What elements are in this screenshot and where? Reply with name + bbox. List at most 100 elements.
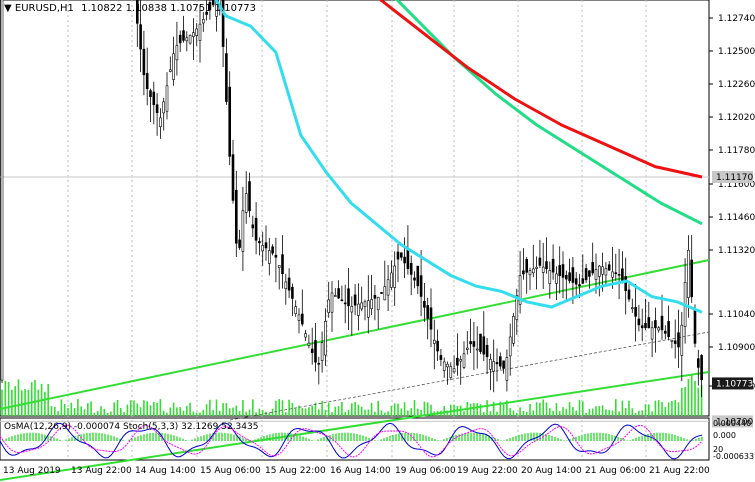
candle-body	[644, 323, 647, 329]
candle-body	[436, 340, 439, 352]
candle-body	[225, 53, 228, 102]
candle-body	[439, 355, 443, 360]
candlesticks	[0, 0, 703, 398]
candle-body	[690, 259, 694, 298]
candle-body	[485, 344, 489, 358]
price-tick-label: 1.11460	[718, 213, 755, 223]
candle-body	[571, 267, 575, 283]
candle-body	[310, 348, 314, 353]
candle-body	[650, 327, 654, 340]
candle-body	[693, 309, 697, 344]
candle-body	[294, 306, 298, 314]
candle-body	[376, 296, 380, 311]
candle-body	[617, 274, 621, 276]
time-label: 19 Aug 06:00	[395, 466, 456, 476]
candle-body	[597, 265, 601, 277]
candle-body	[353, 294, 357, 306]
candle-body	[178, 34, 182, 44]
candle-body	[561, 264, 565, 278]
candle-body	[248, 181, 251, 212]
candle-body	[416, 265, 420, 287]
candle-body	[238, 239, 241, 248]
price-tick-label: 1.12260	[718, 80, 755, 90]
candle-body	[465, 347, 469, 350]
candle-body	[548, 270, 552, 284]
price-tick-label: 1.11320	[718, 246, 755, 256]
candle-body	[403, 256, 406, 264]
candle-body	[591, 262, 595, 274]
candle-body	[386, 279, 390, 296]
candle-body	[637, 318, 641, 326]
price-tick-label: 1.11600	[718, 180, 755, 190]
price-tick-label: 1.11040	[718, 310, 755, 320]
candle-body	[578, 284, 581, 287]
candle-body	[568, 272, 571, 282]
candle-body	[320, 342, 324, 361]
candle-body	[175, 45, 179, 61]
moving-averages	[214, 0, 703, 314]
candle-body	[667, 321, 670, 338]
candle-body	[340, 299, 344, 302]
candle-body	[426, 305, 430, 319]
candle-body	[700, 355, 703, 381]
price-tick-label: 1.10900	[718, 343, 755, 353]
candle-body	[677, 332, 680, 348]
volume-bars	[1, 375, 703, 416]
candle-body	[330, 292, 334, 313]
candle-body	[584, 268, 588, 281]
candle-body	[274, 254, 278, 258]
candle-body	[489, 358, 492, 370]
candle-body	[525, 258, 529, 273]
candle-body	[202, 19, 205, 24]
candle-body	[670, 339, 674, 342]
price-axis: 1.12740 1.12500 1.12260 1.12020 1.11780 1.116…	[709, 14, 755, 428]
candle-body	[545, 261, 548, 270]
candle-body	[360, 302, 364, 310]
candle-body	[172, 53, 175, 80]
candle-body	[696, 358, 700, 368]
candle-body	[495, 362, 499, 365]
candle-body	[551, 258, 555, 273]
candle-body	[169, 69, 172, 72]
time-label: 15 Aug 22:00	[265, 466, 326, 476]
candle-body	[271, 246, 274, 254]
candle-body	[159, 117, 162, 128]
candle-body	[518, 275, 522, 305]
level-label: 1.10700	[716, 417, 753, 427]
channel-lower-line	[0, 371, 710, 481]
candle-body	[347, 288, 350, 307]
candle-body	[208, 2, 212, 11]
candle-body	[429, 307, 433, 330]
candle-body	[462, 353, 466, 368]
candle-body	[535, 266, 538, 269]
grid-lines	[67, 0, 647, 460]
candle-body	[574, 278, 578, 285]
candle-body	[611, 271, 614, 278]
candle-body	[538, 257, 542, 266]
candle-body	[601, 266, 604, 275]
candle-body	[607, 264, 611, 271]
candle-body	[505, 357, 509, 381]
candle-body	[581, 278, 585, 284]
candle-body	[663, 330, 667, 334]
indicator-label: OsMA(12,26,9) -0.000074 Stoch(5,3,3) 32.…	[4, 422, 258, 432]
candle-body	[423, 300, 426, 308]
candle-body	[195, 28, 198, 36]
candle-body	[366, 300, 370, 318]
candle-body	[621, 268, 624, 283]
candle-body	[475, 348, 479, 351]
ema_slow-line	[378, 0, 703, 179]
candle-body	[185, 37, 189, 42]
candle-body	[254, 217, 258, 241]
candle-body	[370, 299, 373, 310]
candle-body	[390, 272, 393, 288]
candle-body	[350, 306, 354, 313]
price-tick-label: 1.12500	[718, 47, 755, 57]
candle-body	[304, 333, 307, 338]
candle-body	[522, 270, 525, 275]
candle-body	[502, 360, 505, 369]
candle-body	[327, 299, 331, 313]
header-triangle-icon: ▼	[4, 3, 15, 14]
